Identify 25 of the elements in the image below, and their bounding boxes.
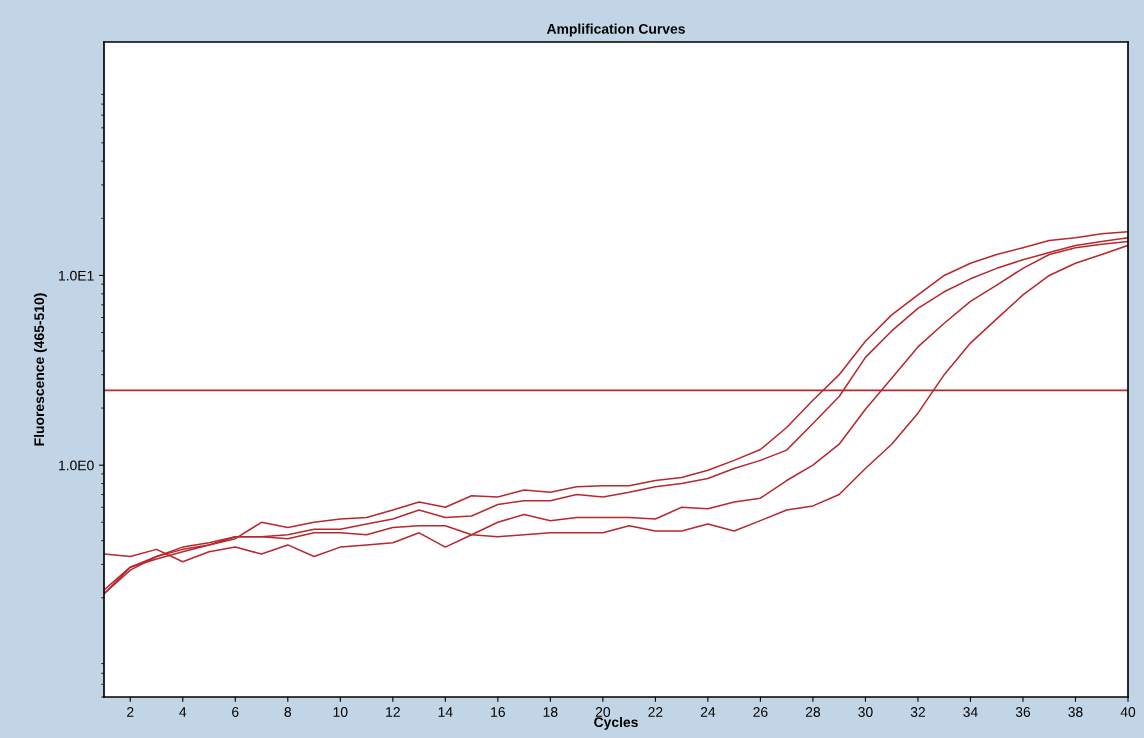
x-tick-label: 38 (1068, 707, 1083, 717)
x-tick-label: 14 (438, 707, 453, 717)
x-tick-label: 6 (232, 707, 239, 717)
x-tick-label: 16 (491, 707, 505, 717)
x-tick-label: 4 (179, 707, 187, 717)
x-tick-label: 34 (963, 707, 978, 717)
chart-title: Amplification Curves (546, 23, 685, 37)
x-tick-label: 20 (595, 707, 611, 717)
x-tick-label: 2 (127, 707, 134, 717)
y-tick-label: 1.0E0 (59, 460, 94, 471)
x-tick-label: 10 (333, 707, 348, 717)
x-tick-label: 32 (910, 707, 925, 717)
x-tick-label: 22 (648, 707, 663, 717)
y-axis-title: Fluorescence (465-510) (33, 293, 47, 446)
x-axis-title: Cycles (594, 716, 638, 730)
x-tick-label: 28 (805, 707, 821, 717)
x-tick-label: 8 (284, 707, 292, 717)
x-tick-label: 30 (858, 707, 873, 717)
y-tick-label: 1.0E1 (59, 270, 94, 281)
x-tick-label: 26 (753, 707, 768, 717)
x-tick-label: 40 (1120, 707, 1136, 717)
x-tick-label: 24 (700, 707, 716, 717)
x-tick-label: 12 (386, 707, 400, 717)
x-tick-label: 18 (543, 707, 558, 717)
x-tick-label: 36 (1015, 707, 1031, 717)
